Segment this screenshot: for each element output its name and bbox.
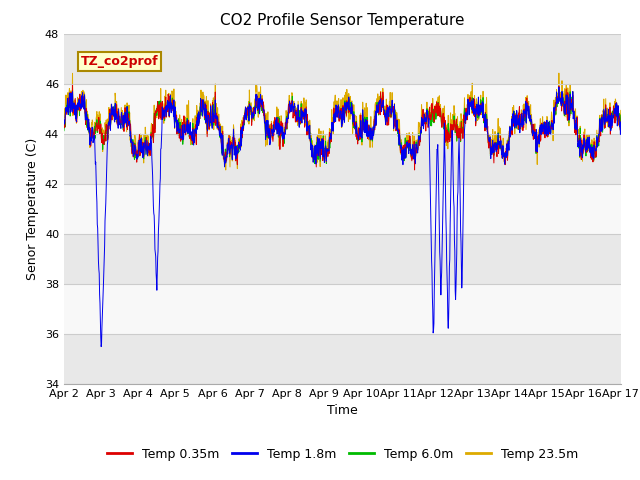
- Text: TZ_co2prof: TZ_co2prof: [81, 55, 158, 68]
- Title: CO2 Profile Sensor Temperature: CO2 Profile Sensor Temperature: [220, 13, 465, 28]
- Bar: [64, 84, 621, 134]
- X-axis label: Time: Time: [327, 405, 358, 418]
- Y-axis label: Senor Temperature (C): Senor Temperature (C): [26, 138, 39, 280]
- Bar: [64, 234, 621, 284]
- Legend: Temp 0.35m, Temp 1.8m, Temp 6.0m, Temp 23.5m: Temp 0.35m, Temp 1.8m, Temp 6.0m, Temp 2…: [102, 443, 583, 466]
- Bar: [64, 334, 621, 384]
- Bar: [64, 34, 621, 84]
- Bar: [64, 184, 621, 234]
- Bar: [64, 284, 621, 334]
- Bar: [64, 134, 621, 184]
